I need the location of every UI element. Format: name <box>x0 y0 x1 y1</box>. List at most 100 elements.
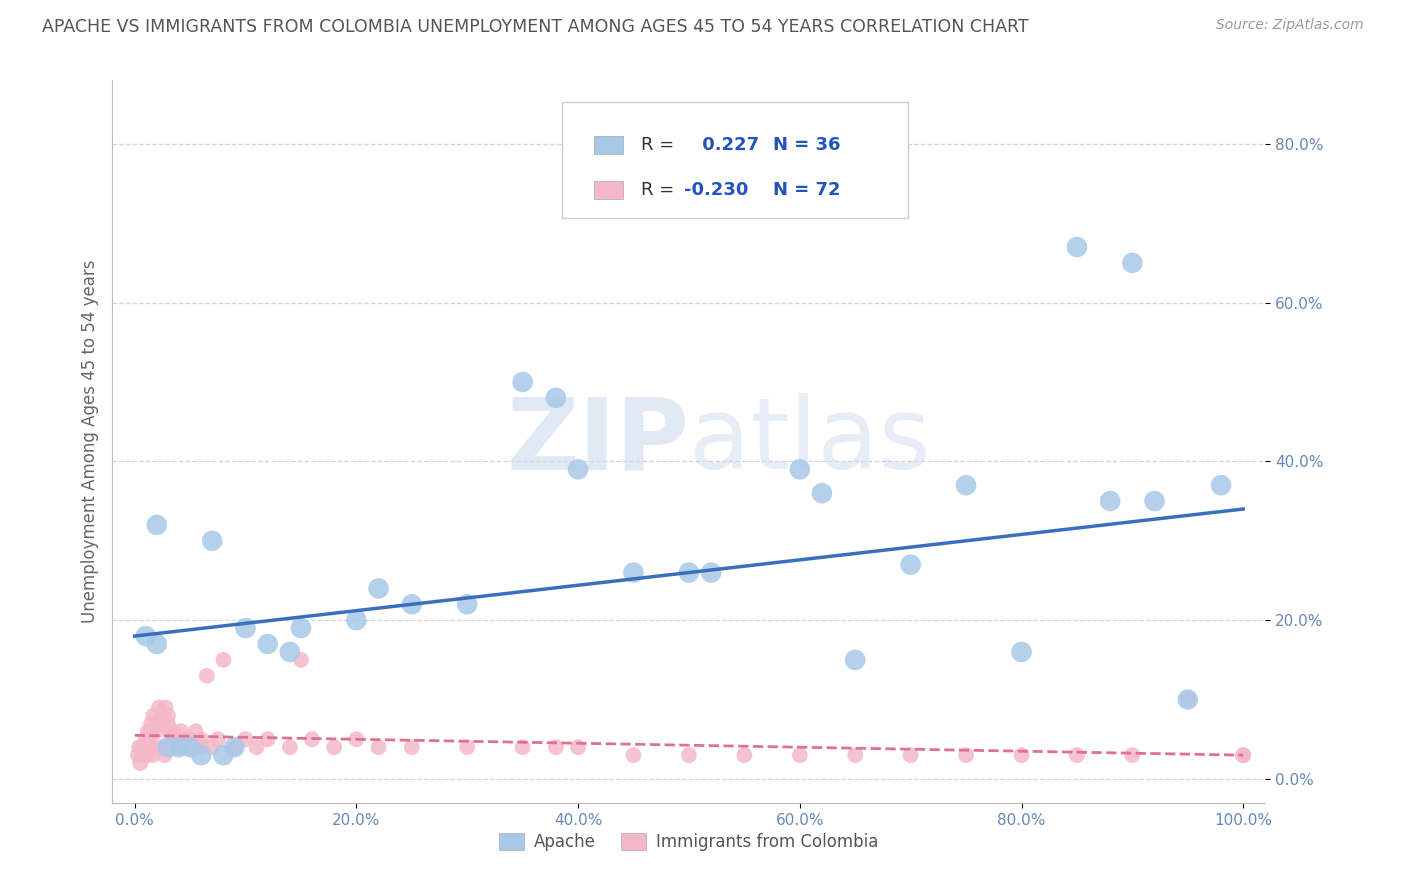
Point <box>789 462 811 476</box>
Point <box>900 558 922 572</box>
Point <box>129 756 152 770</box>
Point <box>179 740 201 755</box>
Text: N = 72: N = 72 <box>773 181 841 199</box>
Text: Source: ZipAtlas.com: Source: ZipAtlas.com <box>1216 18 1364 32</box>
Point <box>184 724 207 739</box>
Point <box>134 740 156 755</box>
Point <box>135 629 157 643</box>
Point <box>128 740 150 755</box>
Point <box>190 732 212 747</box>
Point <box>1066 748 1088 763</box>
Point <box>156 716 179 731</box>
Point <box>142 708 165 723</box>
Point <box>146 517 169 532</box>
Point <box>344 732 367 747</box>
Point <box>195 669 218 683</box>
Point <box>136 724 159 739</box>
Point <box>256 732 278 747</box>
Point <box>170 724 193 739</box>
Point <box>162 732 184 747</box>
Point <box>955 748 977 763</box>
Text: ZIP: ZIP <box>506 393 689 490</box>
Point <box>1232 748 1254 763</box>
Point <box>256 637 278 651</box>
Text: N = 36: N = 36 <box>773 136 841 153</box>
Text: atlas: atlas <box>689 393 931 490</box>
Point <box>179 740 201 755</box>
Text: APACHE VS IMMIGRANTS FROM COLOMBIA UNEMPLOYMENT AMONG AGES 45 TO 54 YEARS CORREL: APACHE VS IMMIGRANTS FROM COLOMBIA UNEMP… <box>42 18 1029 36</box>
Point <box>367 582 389 596</box>
Point <box>179 732 201 747</box>
Text: -0.230: -0.230 <box>685 181 749 199</box>
Point <box>190 748 212 763</box>
Point <box>512 740 534 755</box>
Point <box>146 716 169 731</box>
Point <box>1011 748 1033 763</box>
Point <box>146 637 169 651</box>
Text: 0.227: 0.227 <box>696 136 759 153</box>
Point <box>135 732 157 747</box>
Point <box>131 740 153 755</box>
Point <box>212 653 235 667</box>
Point <box>149 740 172 755</box>
Text: R =: R = <box>641 136 679 153</box>
Point <box>139 740 162 755</box>
Text: R =: R = <box>641 181 679 199</box>
Point <box>131 748 153 763</box>
Point <box>733 748 755 763</box>
Point <box>567 462 589 476</box>
Point <box>153 748 176 763</box>
Point <box>138 732 160 747</box>
Point <box>1121 256 1143 270</box>
Point <box>135 748 157 763</box>
Point <box>235 732 257 747</box>
Point <box>1177 692 1199 706</box>
Point <box>148 700 170 714</box>
Point <box>132 748 155 763</box>
Point <box>146 724 169 739</box>
Point <box>156 740 179 755</box>
Point <box>512 375 534 389</box>
Point <box>201 533 224 548</box>
Point <box>167 740 190 755</box>
Point <box>367 740 389 755</box>
Point <box>173 732 195 747</box>
Point <box>246 740 269 755</box>
Point <box>166 732 188 747</box>
Point <box>212 748 235 763</box>
Point <box>678 748 700 763</box>
Point <box>235 621 257 635</box>
Point <box>278 740 301 755</box>
Point <box>678 566 700 580</box>
Point <box>278 645 301 659</box>
Point <box>167 740 190 755</box>
Point <box>623 566 645 580</box>
Point <box>344 613 367 627</box>
Point <box>1066 240 1088 254</box>
Point <box>544 740 567 755</box>
Point <box>224 740 246 755</box>
Point <box>401 740 423 755</box>
Point <box>150 708 173 723</box>
Point <box>190 740 212 755</box>
Point <box>224 740 246 755</box>
Y-axis label: Unemployment Among Ages 45 to 54 years: Unemployment Among Ages 45 to 54 years <box>80 260 98 624</box>
Point <box>401 597 423 611</box>
Point <box>301 732 323 747</box>
Point <box>141 716 163 731</box>
Point <box>811 486 834 500</box>
Point <box>323 740 346 755</box>
Point <box>127 748 149 763</box>
Point <box>155 700 177 714</box>
Point <box>159 724 181 739</box>
Point <box>1232 748 1254 763</box>
Point <box>623 748 645 763</box>
FancyBboxPatch shape <box>595 181 623 199</box>
Point <box>150 716 173 731</box>
Point <box>135 740 157 755</box>
Point <box>900 748 922 763</box>
Point <box>141 724 163 739</box>
Point <box>1209 478 1232 492</box>
Point <box>955 478 977 492</box>
Point <box>456 597 478 611</box>
